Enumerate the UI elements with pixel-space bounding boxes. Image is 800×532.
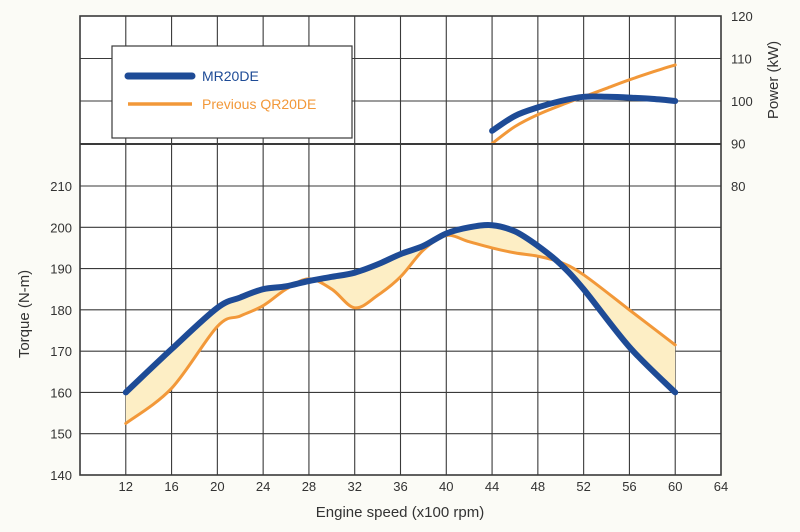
torque-tick-label: 180 <box>50 303 72 318</box>
torque-tick-label: 140 <box>50 468 72 483</box>
power-tick-label: 120 <box>731 9 753 24</box>
x-tick-label: 44 <box>485 479 499 494</box>
legend-label-qr20de: Previous QR20DE <box>202 96 316 112</box>
x-tick-label: 52 <box>576 479 590 494</box>
torque-tick-label: 170 <box>50 344 72 359</box>
power-tick-label: 110 <box>731 52 752 67</box>
x-tick-label: 12 <box>119 479 133 494</box>
y-left-axis-title: Torque (N-m) <box>16 270 33 358</box>
x-tick-label: 28 <box>302 479 316 494</box>
legend-box <box>111 45 353 139</box>
x-tick-label: 24 <box>256 479 270 494</box>
x-tick-label: 60 <box>668 479 682 494</box>
torque-tick-labels: 140 150 160 170 180 190 200 210 <box>50 179 72 483</box>
torque-difference-fill <box>125 225 676 424</box>
x-tick-label: 20 <box>210 479 224 494</box>
torque-line-mr20de <box>122 222 679 396</box>
x-tick-label: 32 <box>347 479 361 494</box>
x-tick-label: 40 <box>439 479 453 494</box>
torque-tick-label: 190 <box>50 262 72 277</box>
x-tick-label: 36 <box>393 479 407 494</box>
x-tick-label: 48 <box>531 479 545 494</box>
plot-frame <box>79 15 722 476</box>
x-tick-labels: 12 16 20 24 28 32 36 40 44 48 52 56 60 64 <box>119 479 729 494</box>
power-tick-label: 90 <box>731 137 745 152</box>
torque-tick-label: 160 <box>50 385 72 400</box>
x-tick-label: 16 <box>164 479 178 494</box>
power-tick-labels: 80 90 100 110 120 <box>731 9 753 194</box>
torque-tick-label: 200 <box>50 220 72 235</box>
torque-tick-label: 150 <box>50 427 72 442</box>
torque-tick-label: 210 <box>50 179 72 194</box>
x-axis-title: Engine speed (x100 rpm) <box>316 504 484 521</box>
x-tick-label: 64 <box>714 479 728 494</box>
power-tick-label: 80 <box>731 179 745 194</box>
y-right-axis-title: Power (kW) <box>765 41 782 119</box>
power-line-mr20de <box>489 93 679 134</box>
legend: MR20DE Previous QR20DE <box>111 45 353 139</box>
x-tick-label: 56 <box>622 479 636 494</box>
series-layer <box>122 63 679 425</box>
legend-label-mr20de: MR20DE <box>202 68 259 84</box>
power-tick-label: 100 <box>731 94 753 109</box>
